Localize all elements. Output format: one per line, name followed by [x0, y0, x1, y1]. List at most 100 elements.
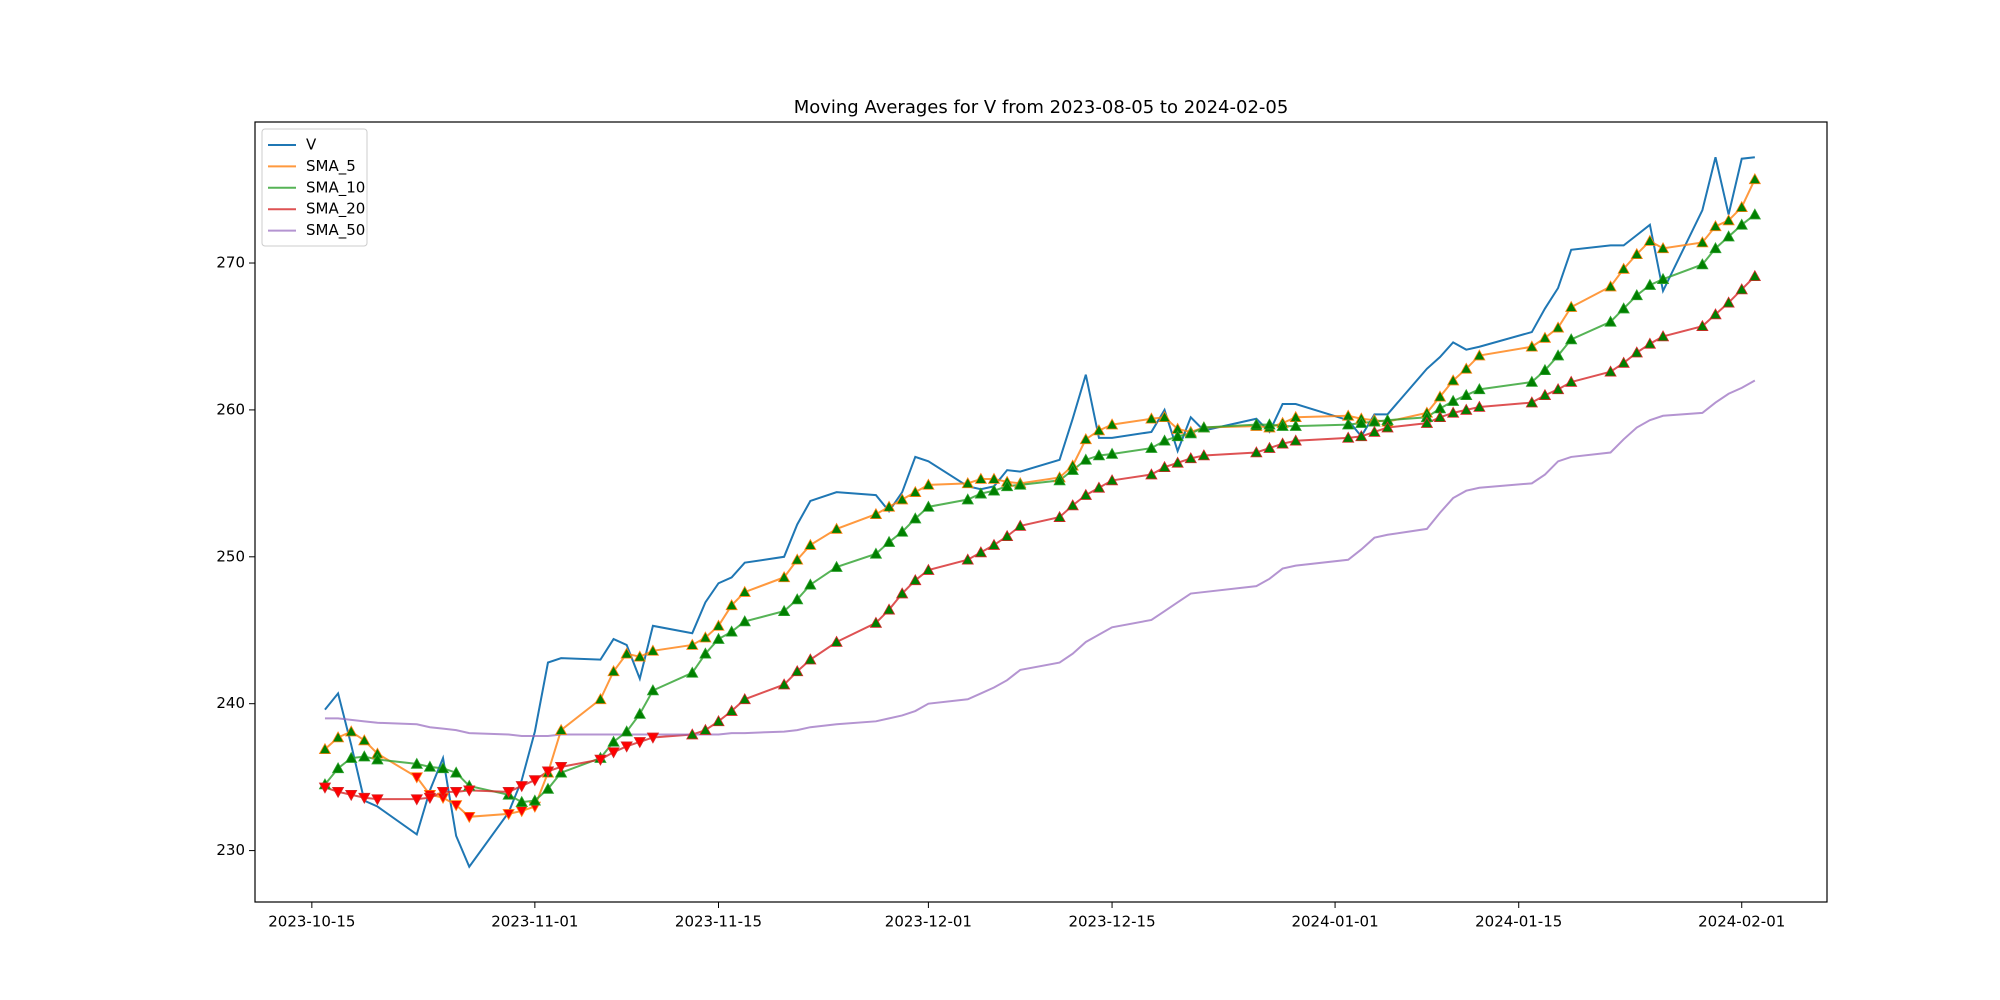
signal-marker	[1604, 280, 1617, 292]
signal-marker	[1525, 375, 1539, 387]
signal-marker	[345, 789, 358, 802]
signal-marker	[712, 632, 725, 644]
plot	[318, 156, 1762, 869]
signal-marker	[1276, 419, 1289, 431]
signal-marker	[554, 723, 568, 735]
signal-marker	[1617, 302, 1630, 314]
signal-marker	[725, 598, 738, 611]
signal-marker	[1748, 208, 1762, 220]
signal-marker	[777, 604, 791, 616]
signal-marker	[1079, 453, 1093, 465]
signal-marker	[1263, 441, 1276, 453]
signal-marker	[620, 741, 633, 753]
signal-marker	[1079, 432, 1093, 445]
signal-marker	[541, 782, 555, 794]
signal-marker	[1092, 481, 1106, 493]
y-tick-label: 270	[216, 254, 245, 272]
signal-marker	[607, 735, 620, 747]
signal-marker	[1342, 418, 1355, 430]
signal-marker	[1105, 418, 1119, 430]
signal-marker	[895, 525, 909, 537]
signal-marker	[922, 478, 935, 490]
signal-marker	[1538, 331, 1552, 343]
signal-marker	[961, 553, 974, 565]
signal-marker	[633, 707, 646, 719]
signal-marker	[777, 571, 791, 583]
signal-marker	[1460, 362, 1473, 374]
signal-marker	[1184, 452, 1197, 464]
signal-marker	[1197, 421, 1211, 433]
signal-marker	[449, 766, 463, 778]
signal-marker	[1643, 278, 1657, 290]
signal-marker	[633, 737, 646, 749]
x-tick-label: 2023-10-15	[268, 913, 355, 931]
series-line	[324, 275, 1756, 801]
signal-marker	[1643, 234, 1657, 246]
signal-marker	[1079, 488, 1093, 500]
signal-marker	[791, 665, 804, 677]
signal-marker	[1000, 479, 1014, 492]
signal-marker	[1250, 418, 1263, 430]
signal-marker	[515, 781, 528, 793]
y-tick-label: 240	[216, 694, 245, 712]
signal-marker	[725, 625, 738, 637]
signal-marker	[1433, 410, 1447, 423]
signal-marker	[331, 787, 345, 799]
signal-marker	[961, 493, 974, 505]
signal-marker	[909, 512, 922, 524]
signal-marker	[909, 573, 922, 586]
signal-marker	[725, 704, 738, 716]
signal-marker	[1696, 236, 1709, 248]
signal-marker	[607, 747, 620, 759]
signal-marker	[1066, 499, 1079, 511]
signal-marker	[974, 472, 988, 484]
signal-marker	[1171, 430, 1184, 442]
series-line	[324, 213, 1756, 804]
signal-marker	[804, 538, 817, 550]
signal-marker	[1460, 388, 1473, 401]
signal-marker	[830, 635, 843, 647]
signal-marker	[1355, 430, 1368, 442]
signal-marker	[1617, 262, 1630, 274]
signal-marker	[1538, 363, 1552, 376]
signal-marker	[1604, 315, 1617, 327]
signal-marker	[791, 553, 804, 565]
signal-marker	[712, 619, 725, 631]
signal-marker	[1446, 374, 1460, 386]
signal-marker	[646, 732, 660, 744]
y-tick-label: 250	[216, 547, 245, 565]
signal-marker	[804, 653, 817, 665]
signal-marker	[1342, 431, 1355, 443]
signal-marker	[515, 795, 528, 807]
signal-marker	[594, 692, 607, 705]
signal-marker	[1446, 406, 1460, 418]
signal-marker	[646, 644, 660, 656]
signal-marker	[1145, 468, 1158, 480]
legend-label: SMA_50	[306, 221, 365, 240]
signal-marker	[331, 762, 345, 774]
signal-marker	[331, 731, 345, 743]
signal-marker	[895, 493, 909, 505]
signal-marker	[882, 603, 896, 615]
signal-marker	[449, 787, 463, 799]
series-line	[324, 156, 1755, 869]
legend-label: SMA_20	[306, 200, 365, 219]
signal-marker	[777, 678, 791, 690]
signal-marker	[1604, 365, 1617, 377]
signal-marker	[1656, 330, 1670, 342]
signal-marker	[1551, 321, 1565, 333]
x-tick-label: 2023-11-01	[491, 913, 578, 931]
signal-marker	[1525, 340, 1539, 352]
signal-marker	[804, 578, 817, 590]
signal-marker	[791, 593, 804, 605]
signal-marker	[922, 563, 935, 575]
signal-marker	[1722, 230, 1735, 242]
y-tick-label: 230	[216, 841, 245, 859]
signal-marker	[1446, 394, 1460, 406]
signal-marker	[1696, 258, 1709, 270]
signal-marker	[423, 760, 437, 772]
signal-marker	[1473, 383, 1486, 395]
signal-marker	[1105, 474, 1119, 486]
signal-marker	[922, 500, 935, 512]
signal-marker	[423, 792, 437, 805]
